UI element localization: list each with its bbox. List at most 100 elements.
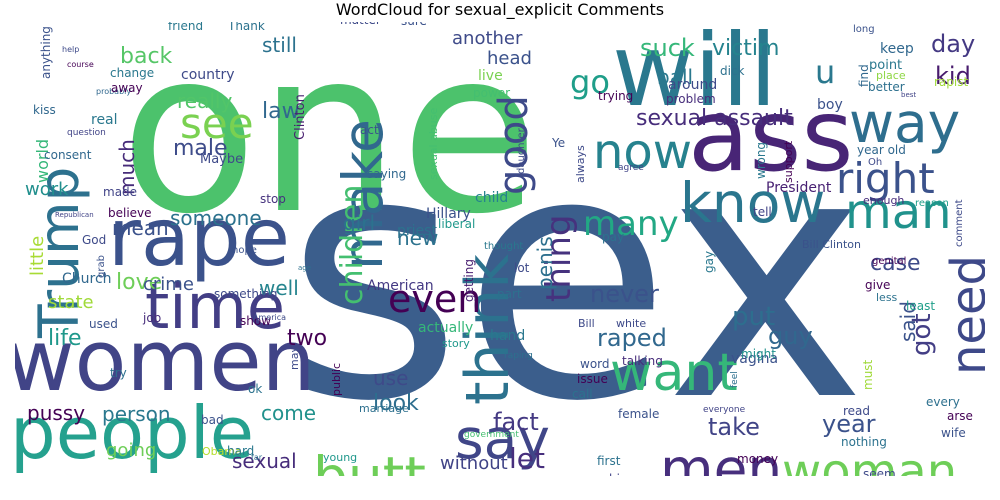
word-help: help <box>62 45 79 54</box>
word-best: best <box>901 91 916 99</box>
word-person: person <box>102 402 171 426</box>
word-said: said <box>896 301 920 342</box>
word-oh: Oh <box>868 157 882 168</box>
word-little: little <box>27 236 48 276</box>
word-around: around <box>668 77 717 93</box>
word-tell: tell <box>753 205 772 219</box>
word-wife: wife <box>941 426 966 440</box>
word-one: one <box>120 22 539 264</box>
word-victim: victim <box>712 36 779 61</box>
word-need: need <box>941 255 985 375</box>
word-everyone: everyone <box>703 405 746 415</box>
word-sex: sex <box>285 80 867 476</box>
word-u: u <box>815 53 835 91</box>
word-feel: feel <box>730 371 740 388</box>
word-god: God <box>82 233 106 247</box>
word-arse: arse <box>947 409 973 423</box>
word-dick: dick <box>720 64 745 78</box>
word-children: children <box>335 185 370 305</box>
word-enough: enough <box>863 194 904 207</box>
word-ball: ball <box>657 65 693 89</box>
word-country: country <box>181 67 235 83</box>
word-matter: matter <box>340 22 381 27</box>
word-two: two <box>287 326 327 351</box>
word-women: women <box>15 312 316 411</box>
word-year: year <box>822 410 876 438</box>
word-place: place <box>876 69 906 82</box>
word-away: away <box>111 81 143 95</box>
word-try: try <box>110 366 127 380</box>
word-men: men <box>660 437 782 476</box>
word-kid: kid <box>935 62 971 90</box>
word-talking: talking <box>622 354 663 368</box>
word-boy: boy <box>817 97 843 113</box>
word-life: life <box>48 326 82 351</box>
word-come: come <box>261 401 316 425</box>
word-people: people <box>15 391 254 475</box>
word-make: make <box>331 119 395 270</box>
word-power: power <box>473 86 510 100</box>
word-new: new <box>397 226 438 250</box>
word-american: American <box>367 278 434 294</box>
word-sexual-assault: sexual assault <box>636 106 793 131</box>
word-maybe: Maybe <box>200 152 243 167</box>
word-way: way <box>849 91 960 155</box>
word-daughter: daughter <box>516 127 527 174</box>
word-time: time <box>145 270 285 343</box>
word-child: child <box>475 190 508 206</box>
word-crime: crime <box>143 274 194 295</box>
word-look: look <box>373 391 419 416</box>
word-made: made <box>103 185 137 199</box>
word-comment: comment <box>954 199 965 247</box>
word-president: President <box>766 180 832 196</box>
word-question: question <box>67 128 106 138</box>
word-without: without <box>440 453 508 474</box>
word-always: always <box>574 145 587 183</box>
word-better: better <box>868 80 905 94</box>
word-bill-clinton: Bill Clinton <box>802 238 861 251</box>
word-guy: guy <box>768 322 813 350</box>
word-love: love <box>116 270 162 295</box>
word-thank: Thank <box>227 22 265 33</box>
word-butt: butt <box>313 445 426 476</box>
word-go: go <box>570 63 610 101</box>
word-girl: girl <box>343 211 375 235</box>
word-say: say <box>455 407 550 471</box>
word-now: now <box>593 124 692 180</box>
word-hard: hard <box>227 444 254 458</box>
word-back: back <box>120 44 173 69</box>
word-age: age <box>298 264 311 272</box>
word-might: might <box>741 347 776 361</box>
word-pussy: pussy <box>27 401 85 425</box>
word-ye: Ye <box>551 136 565 150</box>
chart-title: WordCloud for sexual_explicit Comments <box>335 0 665 19</box>
word-money: money <box>737 452 778 466</box>
word-priest: priest <box>397 223 437 239</box>
word-genital: genital <box>872 256 906 267</box>
word-hand: hand <box>490 328 525 344</box>
word-actually: actually <box>418 320 473 336</box>
word-young: young <box>323 451 357 464</box>
word-government: government <box>464 430 519 440</box>
word-bill: Bill <box>578 317 595 330</box>
word-liberal: liberal <box>438 217 475 231</box>
word-bad: bad <box>201 413 224 427</box>
word-see: see <box>180 99 254 148</box>
word-job: job <box>142 311 161 325</box>
word-big: big <box>609 472 628 476</box>
word-call: call <box>572 387 593 401</box>
word-obama: Obama <box>202 445 242 458</box>
word-problem: problem <box>666 92 716 106</box>
word-hillary: Hillary <box>426 206 471 222</box>
word-sure: sure <box>401 22 427 28</box>
word-penis: penis <box>533 236 557 290</box>
word-well: well <box>259 276 299 300</box>
word-saying: saying <box>367 167 406 181</box>
word-take: take <box>708 413 760 441</box>
word-male: male <box>173 136 228 161</box>
word-mean: mean <box>112 216 169 240</box>
word-state: state <box>48 292 94 313</box>
word-course: course <box>67 60 94 69</box>
word-issue: issue <box>577 372 608 386</box>
word-much: much <box>115 139 139 195</box>
